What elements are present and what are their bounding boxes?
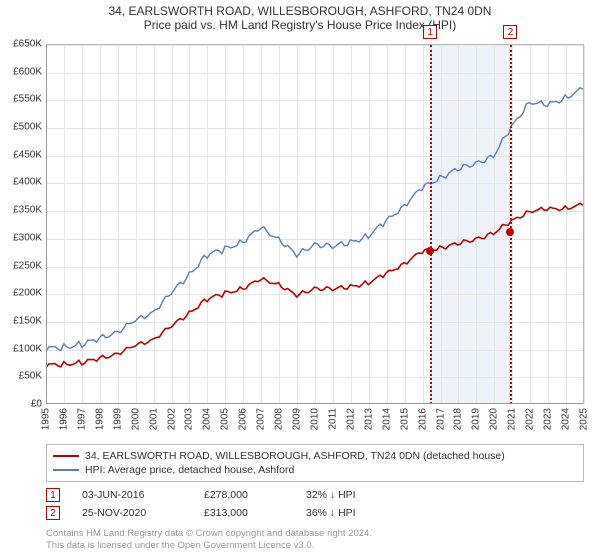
series-line-hpi: [46, 88, 583, 352]
event-date: 03-JUN-2016: [82, 489, 182, 501]
x-tick-label: 2021: [507, 408, 518, 430]
legend-label: HPI: Average price, detached house, Ashf…: [85, 464, 294, 476]
x-tick-label: 2009: [292, 408, 303, 430]
x-tick-label: 2007: [256, 408, 267, 430]
event-id-box: 2: [46, 506, 60, 520]
x-tick-label: 2020: [489, 408, 500, 430]
y-tick-label: £550K: [13, 94, 42, 105]
y-tick-label: £300K: [13, 232, 42, 243]
y-axis: £0£50K£100K£150K£200K£250K£300K£350K£400…: [0, 44, 46, 404]
event-delta: 36% ↓ HPI: [306, 507, 406, 519]
event-marker-vline: [430, 45, 432, 404]
x-tick-label: 1998: [94, 408, 105, 430]
x-tick-label: 2006: [238, 408, 249, 430]
event-table: 1 03-JUN-2016 £278,000 32% ↓ HPI 2 25-NOV-202…: [46, 486, 584, 522]
footer-attribution: Contains HM Land Registry data © Crown c…: [46, 528, 584, 552]
y-tick-label: £450K: [13, 149, 42, 160]
event-marker-box: 2: [503, 25, 517, 39]
y-tick-label: £250K: [13, 260, 42, 271]
x-tick-label: 2023: [543, 408, 554, 430]
x-tick-label: 2003: [184, 408, 195, 430]
x-tick-label: 2015: [399, 408, 410, 430]
x-tick-label: 2005: [220, 408, 231, 430]
event-id-box: 1: [46, 488, 60, 502]
x-tick-label: 2013: [363, 408, 374, 430]
x-tick-label: 1996: [58, 408, 69, 430]
x-tick-label: 2004: [202, 408, 213, 430]
y-tick-label: £350K: [13, 205, 42, 216]
x-tick-label: 2011: [327, 408, 338, 430]
x-tick-label: 2025: [579, 408, 590, 430]
event-row: 2 25-NOV-2020 £313,000 36% ↓ HPI: [46, 504, 584, 522]
x-tick-label: 2019: [471, 408, 482, 430]
chart-plot-area: 12: [46, 44, 584, 404]
event-date: 25-NOV-2020: [82, 507, 182, 519]
legend-row: HPI: Average price, detached house, Ashf…: [53, 463, 577, 477]
event-row: 1 03-JUN-2016 £278,000 32% ↓ HPI: [46, 486, 584, 504]
legend-swatch: [53, 469, 79, 471]
y-tick-label: £200K: [13, 288, 42, 299]
series-line-price_paid: [46, 203, 583, 367]
gridline-vertical: [584, 45, 585, 404]
event-delta: 32% ↓ HPI: [306, 489, 406, 501]
x-axis: 1995199619971998199920002001200220032004…: [46, 404, 584, 444]
y-tick-label: £600K: [13, 66, 42, 77]
event-price: £278,000: [204, 489, 284, 501]
y-tick-label: £400K: [13, 177, 42, 188]
x-tick-label: 2017: [435, 408, 446, 430]
event-price: £313,000: [204, 507, 284, 519]
footer-line-1: Contains HM Land Registry data © Crown c…: [46, 528, 584, 540]
x-tick-label: 2008: [274, 408, 285, 430]
y-tick-label: £500K: [13, 122, 42, 133]
event-dot: [506, 228, 514, 236]
x-tick-label: 2018: [453, 408, 464, 430]
chart-legend: 34, EARLSWORTH ROAD, WILLESBOROUGH, ASHF…: [46, 444, 584, 482]
x-tick-label: 2000: [130, 408, 141, 430]
legend-row: 34, EARLSWORTH ROAD, WILLESBOROUGH, ASHF…: [53, 449, 577, 463]
y-tick-label: £50K: [19, 371, 42, 382]
x-tick-label: 2014: [381, 408, 392, 430]
x-tick-label: 1997: [76, 408, 87, 430]
chart-lines-svg: [46, 45, 583, 404]
y-axis-line: [46, 45, 47, 404]
x-tick-label: 2024: [561, 408, 572, 430]
x-tick-label: 1995: [41, 408, 52, 430]
event-marker-box: 1: [423, 25, 437, 39]
y-tick-label: £150K: [13, 315, 42, 326]
x-tick-label: 2022: [525, 408, 536, 430]
x-tick-label: 2012: [345, 408, 356, 430]
y-tick-label: £100K: [13, 343, 42, 354]
x-tick-label: 2001: [148, 408, 159, 430]
x-tick-label: 2002: [166, 408, 177, 430]
x-tick-label: 1999: [112, 408, 123, 430]
x-tick-label: 2016: [417, 408, 428, 430]
chart-title-main: 34, EARLSWORTH ROAD, WILLESBOROUGH, ASHF…: [0, 4, 600, 18]
footer-line-2: This data is licensed under the Open Gov…: [46, 540, 584, 552]
y-tick-label: £650K: [13, 39, 42, 50]
x-tick-label: 2010: [310, 408, 321, 430]
event-dot: [426, 247, 434, 255]
legend-label: 34, EARLSWORTH ROAD, WILLESBOROUGH, ASHF…: [85, 450, 505, 462]
event-marker-vline: [510, 45, 512, 404]
legend-swatch: [53, 455, 79, 457]
